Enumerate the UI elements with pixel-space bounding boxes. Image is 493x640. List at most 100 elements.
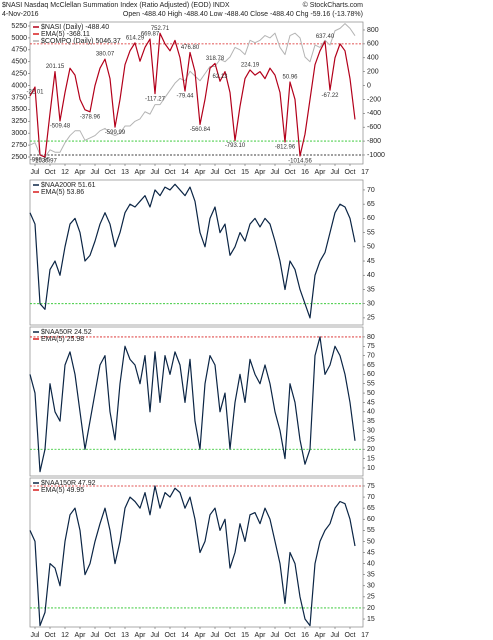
value-label: -599.99	[105, 130, 126, 136]
y2-tick-label: 25	[367, 315, 375, 322]
value-label: -67.22	[321, 93, 339, 99]
x-tick-label: Oct	[45, 632, 56, 639]
y-tick-label: 4500	[11, 59, 27, 66]
panel-frame	[29, 326, 364, 477]
legend-label: $COMPQ (Daily) 5046.37	[41, 38, 121, 45]
y2-tick-label: -600	[367, 124, 381, 131]
y2-tick-label: -1000	[367, 152, 385, 159]
value-label: -509.48	[50, 123, 71, 129]
x-tick-label: Oct	[345, 169, 356, 176]
y2-tick-label: 65	[367, 201, 375, 208]
y-tick-label: 3500	[11, 106, 27, 113]
x-tick-label: 15	[241, 632, 249, 639]
header-credit: © StockCharts.com	[303, 1, 364, 9]
y2-tick-label: 20	[367, 605, 375, 612]
x-tick-label: Jul	[151, 169, 160, 176]
x-tick-label: Jul	[271, 169, 280, 176]
y-tick-label: 2500	[11, 154, 27, 161]
y2-tick-label: 55	[367, 527, 375, 534]
y2-tick-label: 600	[367, 41, 379, 48]
y2-tick-label: 65	[367, 505, 375, 512]
y2-tick-label: 55	[367, 381, 375, 388]
y2-tick-label: 30	[367, 583, 375, 590]
y-tick-label: 3750	[11, 94, 27, 101]
x-tick-label: Jul	[331, 632, 340, 639]
x-tick-label: 16	[301, 169, 309, 176]
y2-tick-label: 40	[367, 409, 375, 416]
x-tick-label: Jul	[91, 169, 100, 176]
x-tick-label: 13	[121, 632, 129, 639]
value-label: -560.84	[190, 127, 211, 133]
value-label: 637.40	[316, 34, 335, 40]
legend-label: $NAA150R 47.92	[41, 480, 96, 487]
y2-tick-label: 75	[367, 483, 375, 490]
y2-tick-label: -400	[367, 110, 381, 117]
y2-tick-label: 60	[367, 215, 375, 222]
y2-tick-label: 45	[367, 258, 375, 265]
y2-tick-label: 25	[367, 437, 375, 444]
y2-tick-label: -200	[367, 96, 381, 103]
y2-tick-label: 50	[367, 244, 375, 251]
header-date: 4-Nov-2016	[2, 11, 39, 18]
y2-tick-label: 55	[367, 229, 375, 236]
value-label: 318.78	[206, 56, 225, 62]
value-label: 614.29	[126, 35, 145, 41]
y2-tick-label: 70	[367, 187, 375, 194]
x-tick-label: Oct	[165, 632, 176, 639]
value-label: 50.96	[282, 75, 298, 81]
x-tick-label: Apr	[195, 632, 207, 639]
x-tick-label: Oct	[105, 169, 116, 176]
y2-tick-label: 0	[367, 82, 371, 89]
ema-label: EMA(5) 49.95	[41, 487, 84, 494]
y2-tick-label: -800	[367, 138, 381, 145]
x-tick-label: 13	[121, 169, 129, 176]
x-tick-label: 17	[361, 632, 369, 639]
value-label: 380.07	[96, 52, 115, 58]
y2-tick-label: 75	[367, 343, 375, 350]
x-tick-label: Oct	[45, 169, 56, 176]
x-tick-label: Oct	[105, 632, 116, 639]
series-line	[29, 336, 356, 473]
legend-label: $NAA200R 51.61	[41, 182, 96, 189]
x-tick-label: 14	[181, 632, 189, 639]
value-label: -793.10	[225, 143, 246, 149]
value-label: -1030.97	[33, 159, 57, 165]
x-tick-label: Apr	[315, 169, 327, 176]
y2-tick-label: 60	[367, 516, 375, 523]
ema-label: EMA(5) 53.86	[41, 189, 84, 196]
header-quote: Open -488.40 High -488.40 Low -488.40 Cl…	[123, 11, 363, 18]
x-tick-label: Jul	[271, 632, 280, 639]
x-tick-label: 15	[241, 169, 249, 176]
y-tick-label: 4250	[11, 70, 27, 77]
y2-tick-label: 70	[367, 352, 375, 359]
x-tick-label: Oct	[285, 632, 296, 639]
y2-tick-label: 25	[367, 594, 375, 601]
y2-tick-label: 70	[367, 494, 375, 501]
value-label: -378.96	[80, 114, 101, 120]
x-tick-label: 16	[301, 632, 309, 639]
y2-tick-label: 45	[367, 399, 375, 406]
y2-tick-label: 50	[367, 390, 375, 397]
x-tick-label: 17	[361, 169, 369, 176]
value-label: -22.01	[26, 90, 44, 96]
y2-tick-label: 15	[367, 455, 375, 462]
x-tick-label: Jul	[31, 632, 40, 639]
y2-tick-label: 30	[367, 301, 375, 308]
x-tick-label: Jul	[151, 632, 160, 639]
y2-tick-label: 45	[367, 549, 375, 556]
series-line	[29, 23, 356, 158]
y2-tick-label: 80	[367, 334, 375, 341]
ema-label: EMA(5) 25.98	[41, 336, 84, 343]
y2-tick-label: 20	[367, 446, 375, 453]
x-tick-label: Apr	[195, 169, 207, 176]
legend-label: $NAA50R 24.52	[41, 329, 92, 336]
y2-tick-label: 800	[367, 27, 379, 34]
value-label: -1014.56	[288, 159, 312, 165]
value-label: 62.13	[212, 74, 228, 80]
x-tick-label: Apr	[315, 632, 327, 639]
y-tick-label: 2750	[11, 142, 27, 149]
y2-tick-label: 40	[367, 560, 375, 567]
value-label: 752.71	[151, 26, 170, 32]
